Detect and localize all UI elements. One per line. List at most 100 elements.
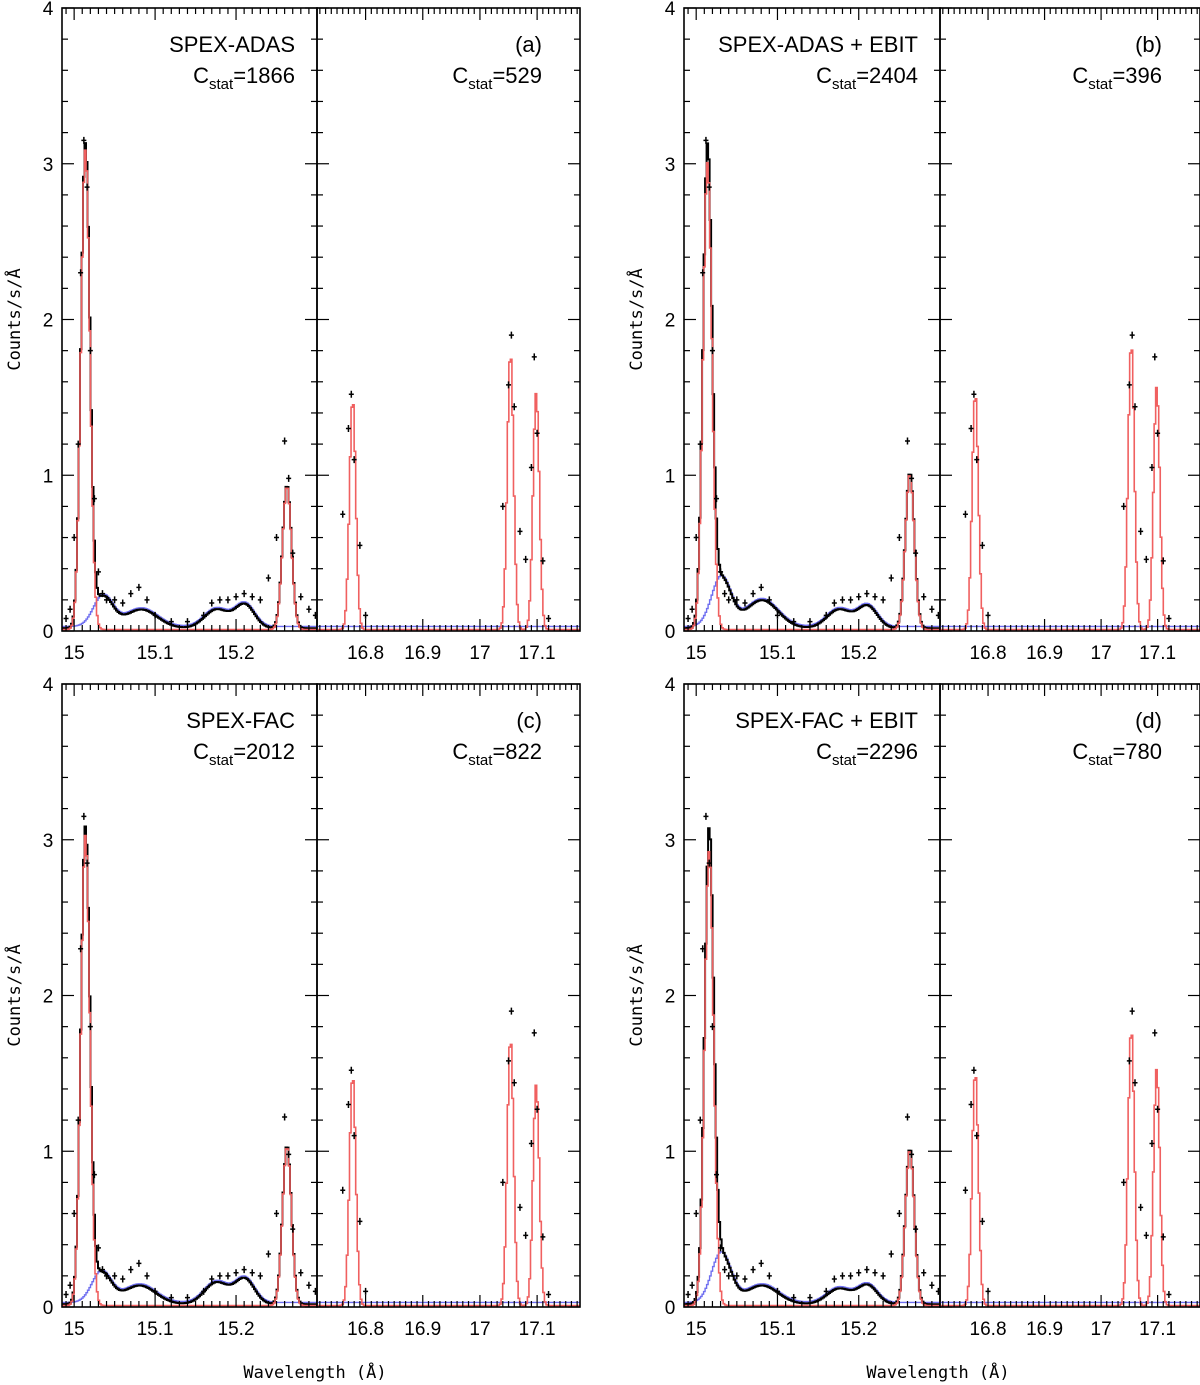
data-point xyxy=(91,495,97,503)
cstat-symbol: C xyxy=(193,63,209,88)
panel-tag: (d) xyxy=(1135,708,1162,733)
data-point xyxy=(968,1101,974,1109)
panel-b: 15 15.1 15.2 16.8 16.9 17 17.1 0 1 2 3 4 Counts/s/Å S… xyxy=(625,0,1200,664)
data-point xyxy=(217,1272,223,1280)
y-tick-label: 0 xyxy=(665,1298,676,1319)
data-point xyxy=(791,1294,797,1302)
data-point xyxy=(67,605,73,613)
data-point xyxy=(282,1113,288,1121)
data-point xyxy=(152,611,158,619)
data-point xyxy=(95,568,101,576)
data-point xyxy=(1138,527,1144,535)
model-name: SPEX-ADAS xyxy=(169,32,295,57)
x-tick-label: 15.2 xyxy=(840,1319,877,1340)
plot-area-left xyxy=(62,812,317,1307)
data-point xyxy=(257,596,263,604)
plot-area-left xyxy=(684,812,940,1307)
data-point xyxy=(831,599,837,607)
data-point xyxy=(290,549,296,557)
data-point xyxy=(718,1244,724,1252)
data-point xyxy=(233,1269,239,1277)
y-axis-label: Counts/s/Å xyxy=(3,944,25,1046)
data-point xyxy=(872,593,878,601)
data-point xyxy=(1143,555,1149,563)
data-point xyxy=(136,1259,142,1267)
data-point xyxy=(985,611,991,619)
data-point xyxy=(265,574,271,582)
data-point xyxy=(546,1291,552,1299)
data-point xyxy=(935,1287,940,1295)
model-component-red xyxy=(684,161,940,631)
cstat-subscript: stat xyxy=(468,752,493,769)
data-point xyxy=(700,269,706,277)
data-point xyxy=(274,1210,280,1218)
data-point xyxy=(540,1233,546,1241)
x-axis-label: Wavelength (Å) xyxy=(243,1361,386,1383)
cstat-subscript: stat xyxy=(209,76,234,93)
data-point xyxy=(75,440,81,448)
cstat-subscript: stat xyxy=(1088,752,1113,769)
data-point xyxy=(500,1178,506,1186)
data-point xyxy=(1155,1105,1161,1113)
data-point xyxy=(766,596,772,604)
data-point xyxy=(979,541,985,549)
data-point xyxy=(693,1210,699,1218)
y-tick-label: 2 xyxy=(43,987,54,1008)
data-point xyxy=(1149,463,1155,471)
data-point xyxy=(929,1281,935,1289)
data-point xyxy=(888,1250,894,1258)
model-name: SPEX-FAC xyxy=(186,708,295,733)
cstat-symbol: C xyxy=(1072,63,1088,88)
panel-tag: (a) xyxy=(515,32,542,57)
data-point xyxy=(962,510,968,518)
plot-area-right xyxy=(940,331,1200,631)
x-tick-label: 17 xyxy=(1091,643,1112,664)
data-point xyxy=(168,618,174,626)
data-point xyxy=(363,611,369,619)
data-point xyxy=(511,1079,517,1087)
x-tick-label: 15 xyxy=(686,1319,707,1340)
data-point xyxy=(1155,429,1161,437)
data-point xyxy=(209,1275,215,1283)
y-tick-label: 0 xyxy=(43,1298,54,1319)
model-component-red xyxy=(317,1043,580,1307)
data-point xyxy=(363,1287,369,1295)
data-point xyxy=(904,1113,910,1121)
y-axis-label: Counts/s/Å xyxy=(3,268,25,370)
data-point xyxy=(531,353,537,361)
x-tick-label: 16.9 xyxy=(404,643,441,664)
data-point xyxy=(340,1186,346,1194)
data-point xyxy=(962,1186,968,1194)
data-point xyxy=(896,534,902,542)
data-point xyxy=(99,590,105,598)
data-point xyxy=(974,456,980,464)
data-point xyxy=(880,596,886,604)
data-point xyxy=(742,599,748,607)
data-point xyxy=(312,1287,317,1295)
y-tick-label: 4 xyxy=(43,0,54,20)
data-point xyxy=(249,1269,255,1277)
x-tick-label: 16.8 xyxy=(970,643,1007,664)
data-point xyxy=(703,136,709,144)
data-point xyxy=(233,593,239,601)
data-point xyxy=(742,1275,748,1283)
x-tick-label: 15.2 xyxy=(218,1319,255,1340)
data-point xyxy=(774,1287,780,1295)
x-tick-label: 16.8 xyxy=(347,643,384,664)
data-point xyxy=(904,437,910,445)
data-point xyxy=(888,574,894,582)
data-point xyxy=(523,1231,529,1239)
data-point xyxy=(523,555,529,563)
data-point xyxy=(500,502,506,510)
x-tick-label: 17.1 xyxy=(1139,1319,1176,1340)
data-point xyxy=(534,429,540,437)
panel-tag: (b) xyxy=(1135,32,1162,57)
model-total-line xyxy=(684,142,940,630)
y-tick-label: 2 xyxy=(665,987,676,1008)
data-point xyxy=(63,1291,69,1299)
data-point xyxy=(734,1272,740,1280)
data-point xyxy=(508,1007,514,1015)
y-axis-label: Counts/s/Å xyxy=(625,268,647,370)
data-point xyxy=(913,549,919,557)
cstat-subscript: stat xyxy=(468,76,493,93)
